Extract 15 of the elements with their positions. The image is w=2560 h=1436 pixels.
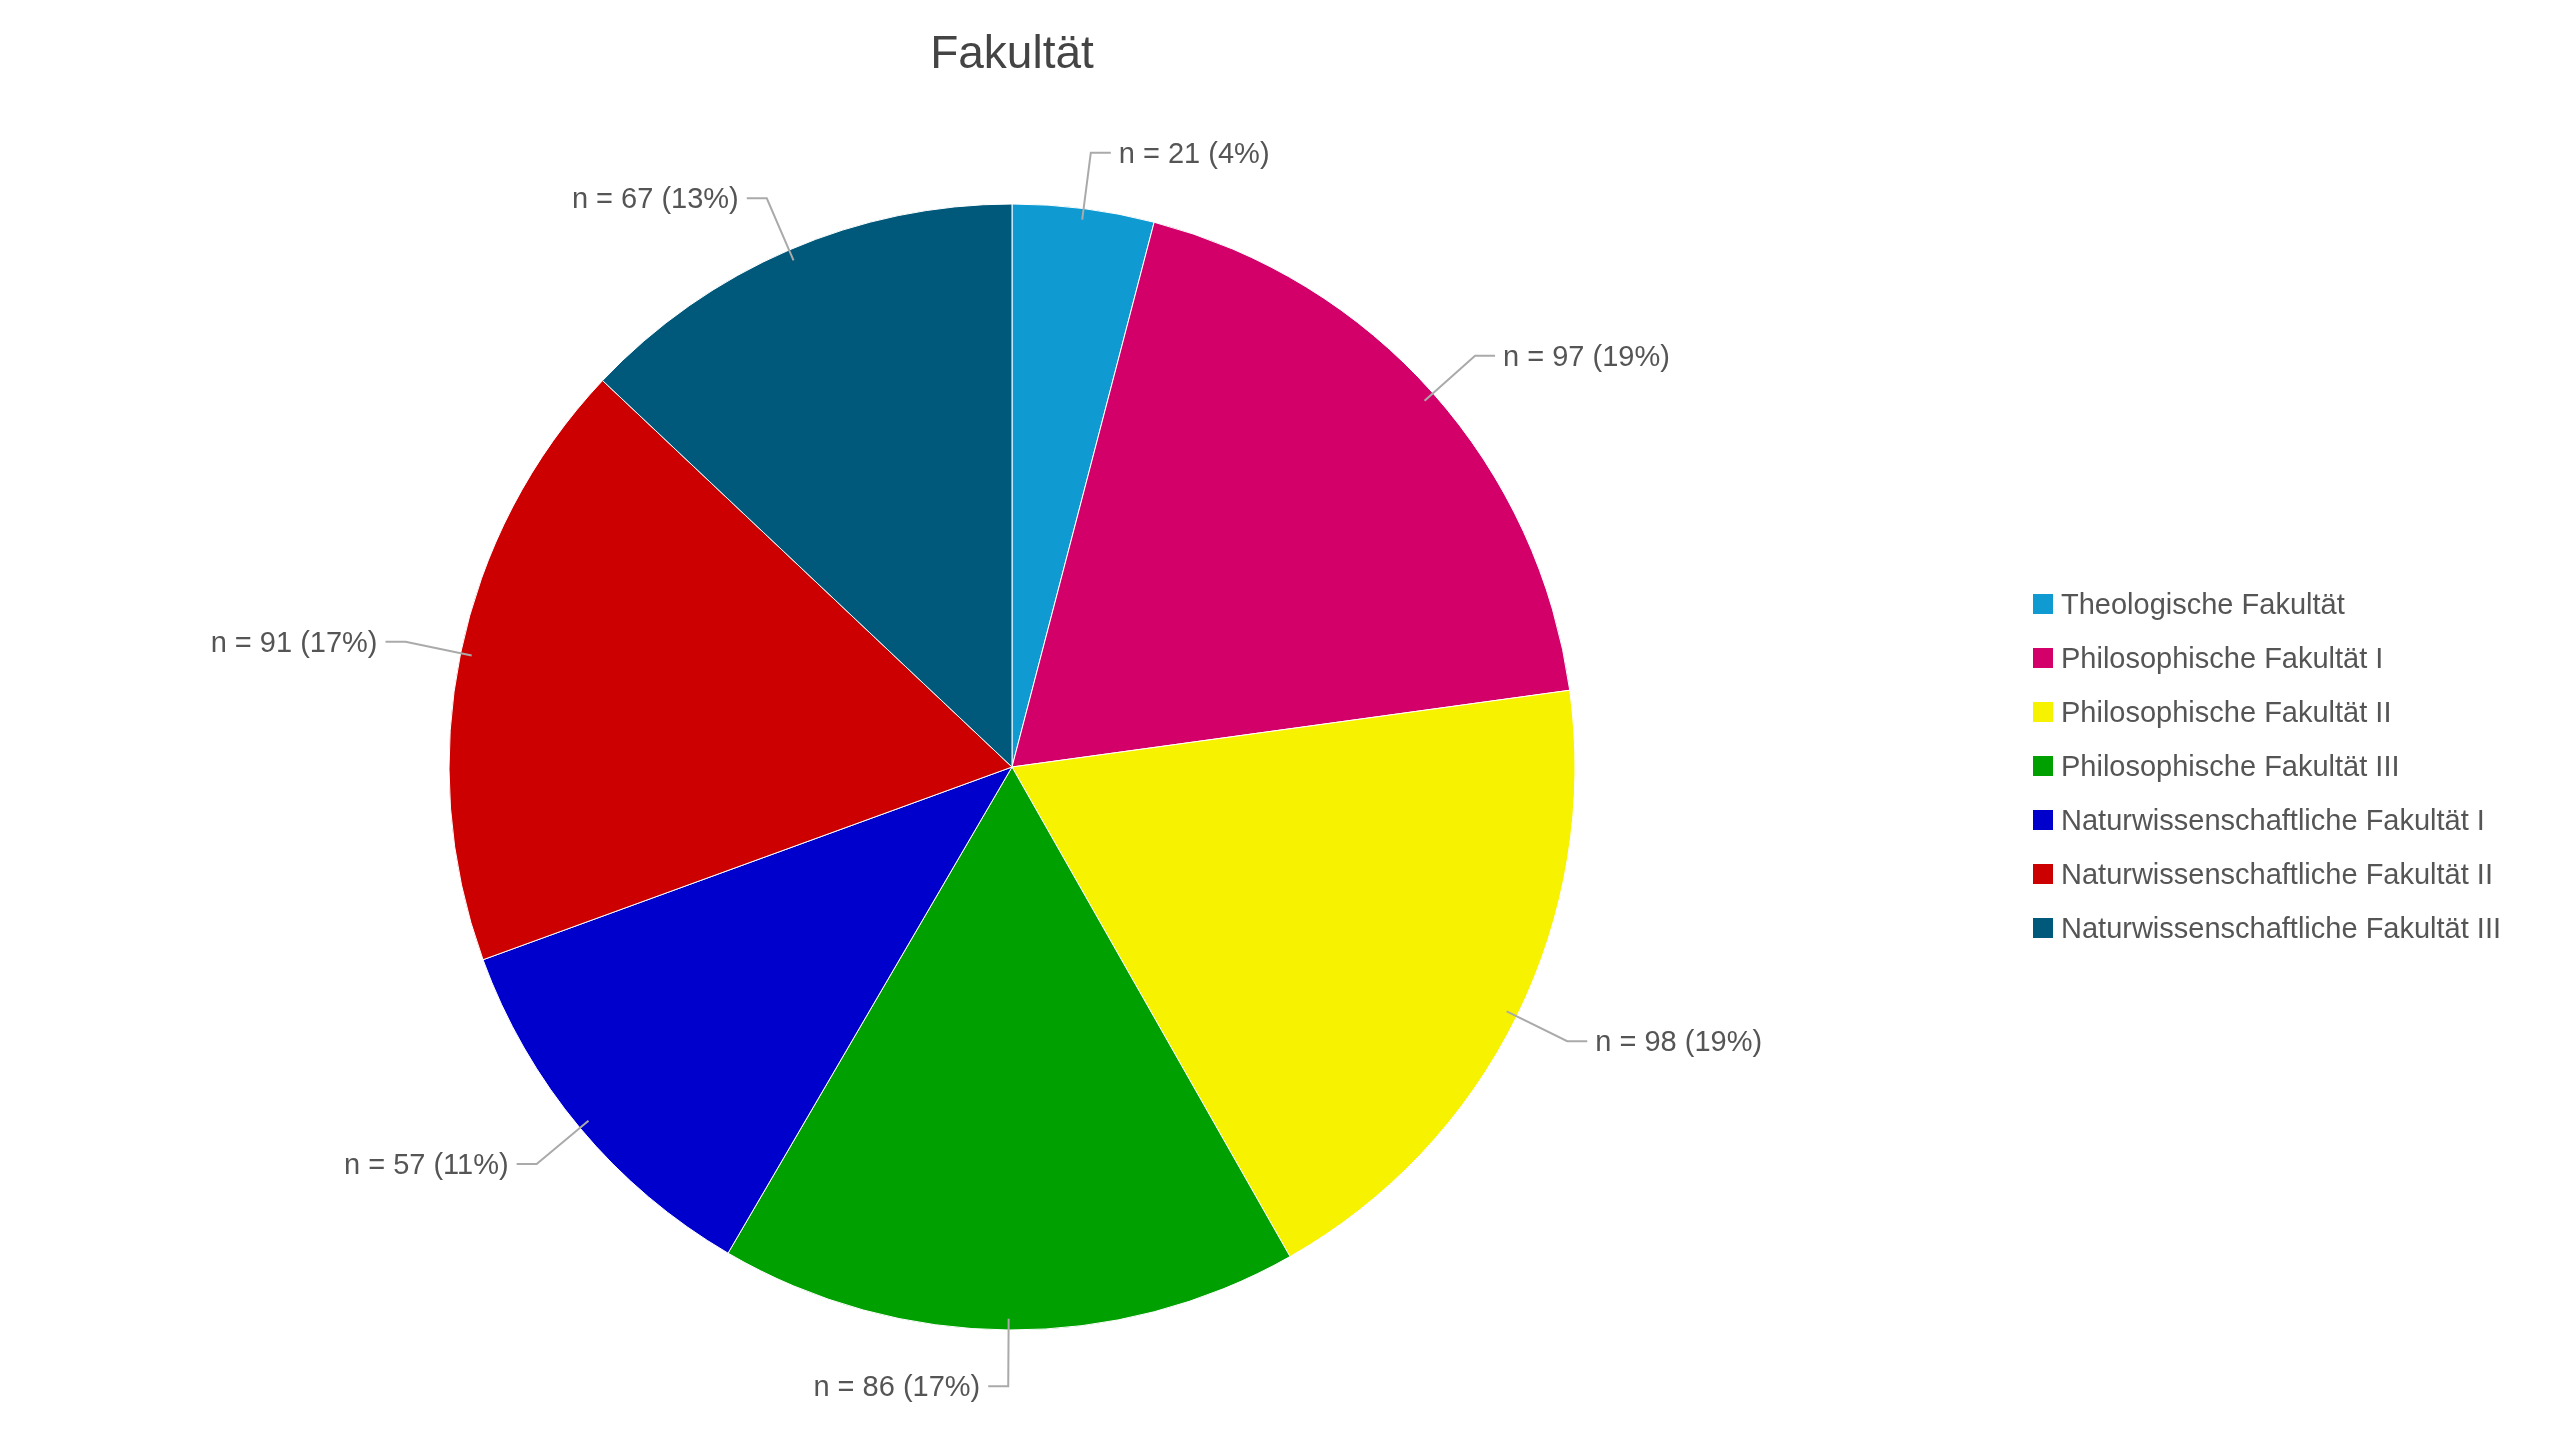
legend-label: Theologische Fakultät — [2061, 588, 2345, 621]
data-label: n = 67 (13%) — [571, 182, 739, 215]
legend-label: Philosophische Fakultät II — [2061, 696, 2392, 729]
data-label: n = 57 (11%) — [343, 1148, 509, 1181]
data-label: n = 97 (19%) — [1503, 339, 1670, 372]
chart-title: Fakultät — [930, 26, 1095, 78]
legend-label: Philosophische Fakultät III — [2061, 750, 2400, 783]
legend-label: Naturwissenschaftliche Fakultät III — [2061, 912, 2502, 945]
legend-label: Naturwissenschaftliche Fakultät II — [2061, 858, 2493, 891]
data-label: n = 98 (19%) — [1595, 1025, 1763, 1058]
legend-label: Naturwissenschaftliche Fakultät I — [2061, 804, 2485, 837]
data-label: n = 86 (17%) — [813, 1370, 981, 1403]
legend-label: Philosophische Fakultät I — [2061, 642, 2384, 675]
data-label: n = 21 (4%) — [1118, 136, 1270, 169]
data-label: n = 91 (17%) — [210, 625, 378, 658]
